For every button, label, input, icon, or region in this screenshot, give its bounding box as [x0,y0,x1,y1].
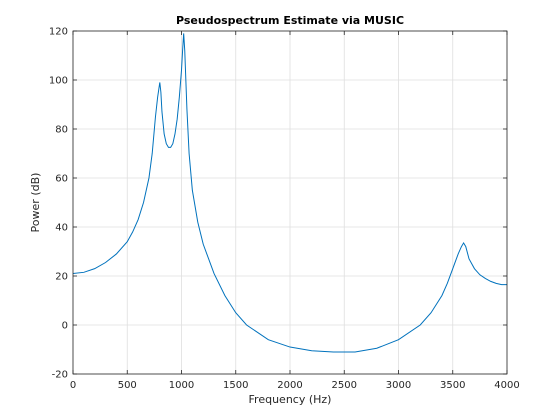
x-tick-label: 3500 [440,380,465,391]
x-tick-label: 3000 [386,380,411,391]
x-tick-label: 1000 [169,380,194,391]
x-tick-label: 500 [118,380,137,391]
x-axis-label: Frequency (Hz) [249,393,332,406]
y-tick-label: 60 [55,174,68,185]
x-tick-label: 4000 [494,380,519,391]
y-axis-label: Power (dB) [29,173,42,233]
x-tick-label: 2500 [332,380,357,391]
y-tick-label: 120 [49,27,68,38]
y-tick-label: 80 [55,125,68,136]
chart-title: Pseudospectrum Estimate via MUSIC [176,14,404,27]
axes-frame [72,30,508,375]
x-tick-label: 2000 [277,380,302,391]
y-axis-tick-labels: -20 0 20 40 60 80 100 120 [49,27,68,381]
y-tick-label: 40 [55,223,68,234]
y-tick-label: -20 [52,370,68,381]
pseudospectrum-line [72,33,507,353]
x-axis-tick-labels: 0 500 1000 1500 2000 2500 3000 3500 4000 [70,380,520,391]
y-tick-label: 0 [62,321,68,332]
x-tick-label: 1500 [223,380,248,391]
y-tick-label: 100 [49,76,68,87]
y-tick-label: 20 [55,272,68,283]
x-tick-label: 0 [70,380,76,391]
